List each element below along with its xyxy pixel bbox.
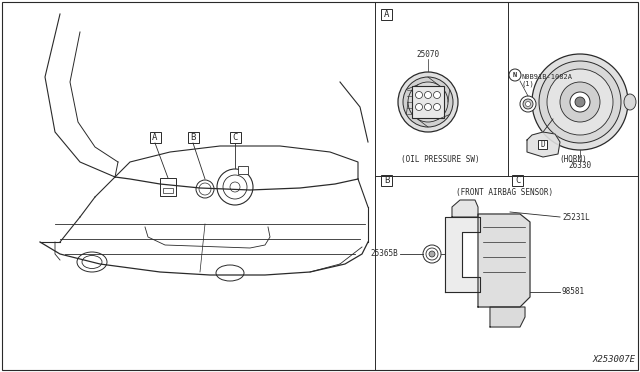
Text: N0B91B-1082A: N0B91B-1082A	[522, 74, 573, 80]
Bar	[188, 131, 198, 142]
Circle shape	[223, 175, 247, 199]
Bar	[160, 178, 176, 196]
Circle shape	[509, 69, 521, 81]
Text: (FRONT AIRBAG SENSOR): (FRONT AIRBAG SENSOR)	[456, 187, 554, 196]
Text: 25365B: 25365B	[371, 250, 398, 259]
Circle shape	[560, 82, 600, 122]
Polygon shape	[490, 307, 525, 327]
Bar	[150, 131, 161, 142]
Text: (OIL PRESSURE SW): (OIL PRESSURE SW)	[401, 155, 479, 164]
Circle shape	[424, 103, 431, 110]
Circle shape	[570, 92, 590, 112]
Bar	[538, 140, 547, 148]
Circle shape	[547, 69, 613, 135]
Polygon shape	[445, 217, 480, 292]
Bar	[381, 174, 392, 186]
Circle shape	[408, 82, 448, 122]
Circle shape	[230, 182, 240, 192]
Bar	[163, 188, 173, 193]
Text: D: D	[541, 140, 545, 148]
Text: X253007E: X253007E	[593, 355, 636, 364]
Text: A: A	[152, 132, 157, 141]
Circle shape	[433, 92, 440, 99]
Circle shape	[429, 251, 435, 257]
Circle shape	[532, 54, 628, 150]
Bar	[412, 86, 444, 118]
Ellipse shape	[77, 252, 107, 272]
Circle shape	[520, 96, 536, 112]
Text: 26330: 26330	[568, 161, 591, 170]
Ellipse shape	[82, 256, 102, 269]
Circle shape	[415, 103, 422, 110]
Bar	[238, 166, 248, 174]
Circle shape	[423, 245, 441, 263]
Circle shape	[426, 248, 438, 260]
Polygon shape	[452, 200, 478, 217]
Text: (HORN): (HORN)	[559, 155, 587, 164]
Text: B: B	[384, 176, 390, 185]
Polygon shape	[478, 214, 530, 307]
Circle shape	[523, 99, 533, 109]
Ellipse shape	[624, 94, 636, 110]
Text: B: B	[190, 132, 196, 141]
Circle shape	[575, 97, 585, 107]
Text: N: N	[513, 72, 517, 78]
Circle shape	[539, 61, 621, 143]
Circle shape	[415, 92, 422, 99]
Circle shape	[433, 103, 440, 110]
Bar	[513, 174, 524, 186]
Circle shape	[424, 92, 431, 99]
Text: C: C	[232, 132, 237, 141]
Text: (1): (1)	[522, 81, 535, 87]
Text: 25231L: 25231L	[562, 212, 589, 221]
Text: C: C	[515, 176, 521, 185]
Circle shape	[196, 180, 214, 198]
Bar	[381, 9, 392, 19]
Circle shape	[525, 102, 531, 106]
Text: 25070: 25070	[417, 49, 440, 58]
Circle shape	[199, 183, 211, 195]
Bar	[230, 131, 241, 142]
Circle shape	[403, 77, 453, 127]
Ellipse shape	[216, 265, 244, 281]
Text: A: A	[384, 10, 390, 19]
Circle shape	[217, 169, 253, 205]
Text: 98581: 98581	[562, 288, 585, 296]
Circle shape	[398, 72, 458, 132]
Polygon shape	[527, 132, 560, 157]
